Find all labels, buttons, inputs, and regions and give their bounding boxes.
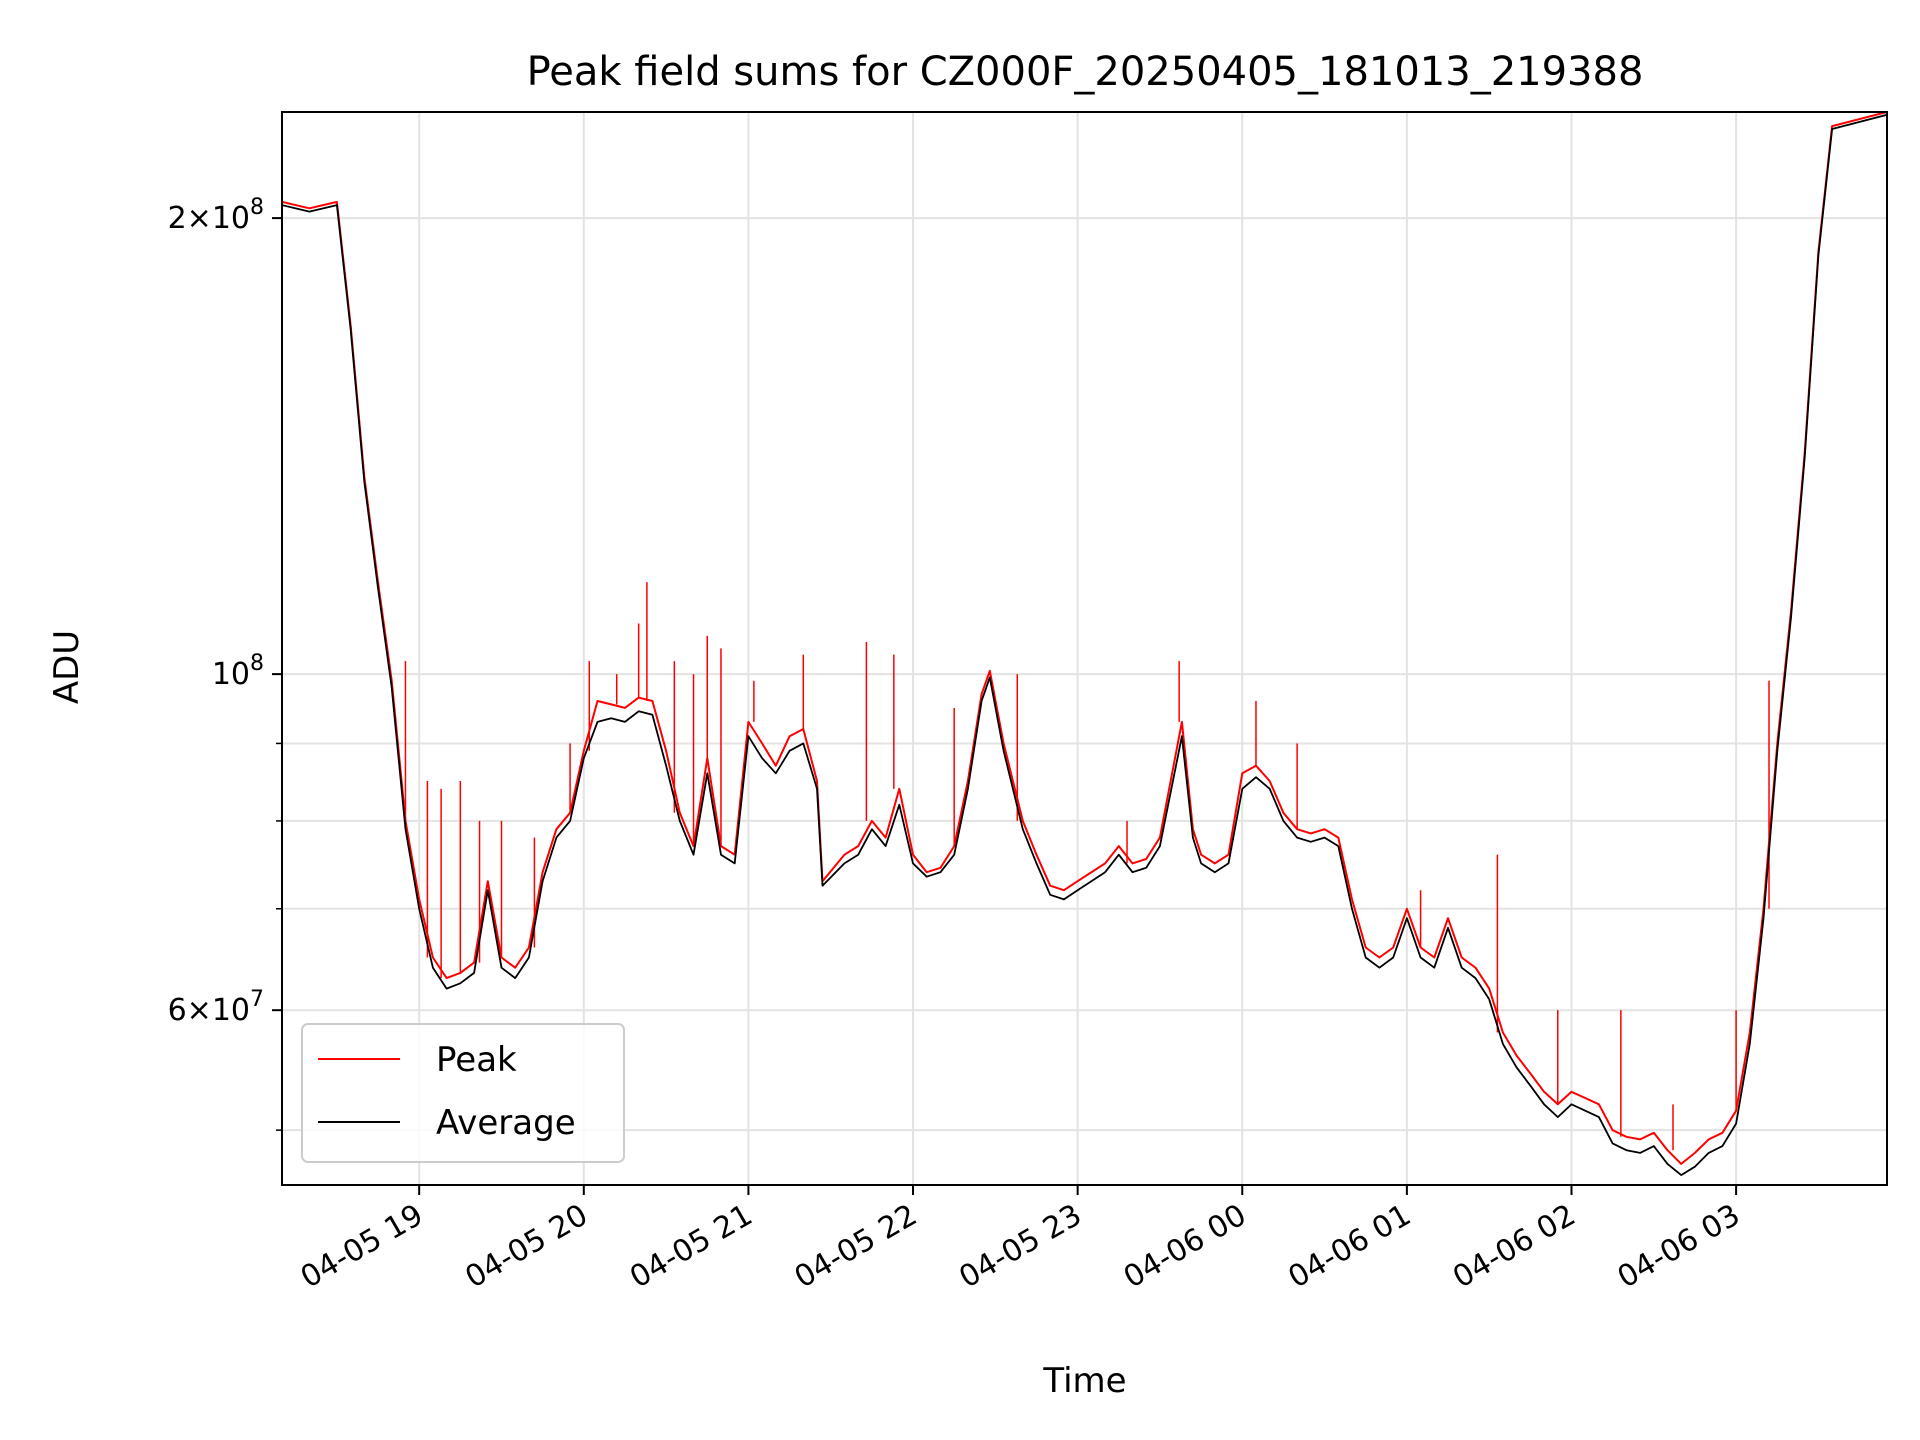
y-tick-label: 6×107 [168, 987, 264, 1028]
y-tick-label: 108 [212, 651, 264, 692]
legend-label-average: Average [436, 1103, 576, 1143]
legend: Peak Average [301, 1023, 625, 1163]
plot-area [282, 112, 1887, 1176]
x-axis-label: Time [1042, 1361, 1126, 1401]
y-tick-label: 2×108 [168, 195, 264, 236]
series-line-peak [282, 112, 1887, 1165]
y-axis-label: ADU [47, 630, 87, 704]
legend-label-peak: Peak [436, 1040, 517, 1080]
axes-frame [281, 111, 1888, 1186]
series-line-average [282, 113, 1887, 1176]
grid [282, 112, 1887, 1185]
chart-title: Peak field sums for CZ000F_20250405_1810… [527, 49, 1644, 95]
